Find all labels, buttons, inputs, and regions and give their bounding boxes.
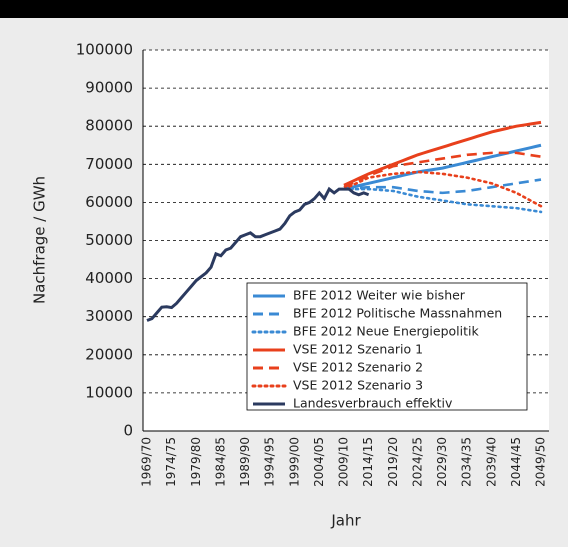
y-tick-label: 100000 [76,41,133,59]
x-tick-label: 2014/15 [361,437,375,487]
y-tick-label: 80000 [85,117,133,135]
x-tick-label: 1999/00 [287,437,301,487]
x-tick-label: 2034/35 [460,437,474,487]
legend-label: BFE 2012 Weiter wie bisher [293,288,466,303]
x-axis-title: Jahr [330,512,361,530]
legend-label: Landesverbrauch effektiv [293,396,453,411]
x-tick-label: 2029/30 [435,437,449,487]
x-tick-label: 2004/05 [312,437,326,487]
line-series [343,151,542,189]
y-tick-label: 10000 [85,383,133,401]
x-tick-label: 2049/50 [534,437,548,487]
x-tick-label: 1989/90 [238,437,252,487]
y-tick-label: 90000 [85,79,133,97]
x-tick-label: 1984/85 [213,437,227,487]
x-tick-label: 2009/10 [337,437,351,487]
y-tick-label: 30000 [85,307,133,325]
legend-label: BFE 2012 Politische Massnahmen [293,306,502,321]
x-tick-label: 2024/25 [410,437,424,487]
x-tick-label: 1994/95 [263,437,277,487]
x-tick-label: 2019/20 [386,437,400,487]
y-tick-label: 70000 [85,155,133,173]
line-series [343,178,542,195]
x-tick-label: 1969/70 [140,437,154,487]
top-band [0,0,568,18]
x-tick-label: 1979/80 [189,437,203,487]
legend-label: VSE 2012 Szenario 1 [293,342,423,357]
y-tick-label: 60000 [85,193,133,211]
y-tick-label: 50000 [85,231,133,249]
y-axis-title: Nachfrage / GWh [31,176,49,304]
line-series [342,187,543,214]
legend-box [246,282,528,411]
y-tick-label: 40000 [85,269,133,287]
x-tick-label: 2039/40 [484,437,498,487]
x-tick-label: 2044/45 [509,437,523,487]
legend-label: VSE 2012 Szenario 2 [293,360,423,375]
line-series [146,186,370,322]
legend-label: VSE 2012 Szenario 3 [293,378,423,393]
y-tick-label: 20000 [85,345,133,363]
legend-label: BFE 2012 Neue Energiepolitik [293,324,479,339]
line-series [342,170,543,208]
x-tick-label: 1974/75 [164,437,178,487]
line-series [343,120,542,187]
y-tick-label: 0 [123,422,133,440]
